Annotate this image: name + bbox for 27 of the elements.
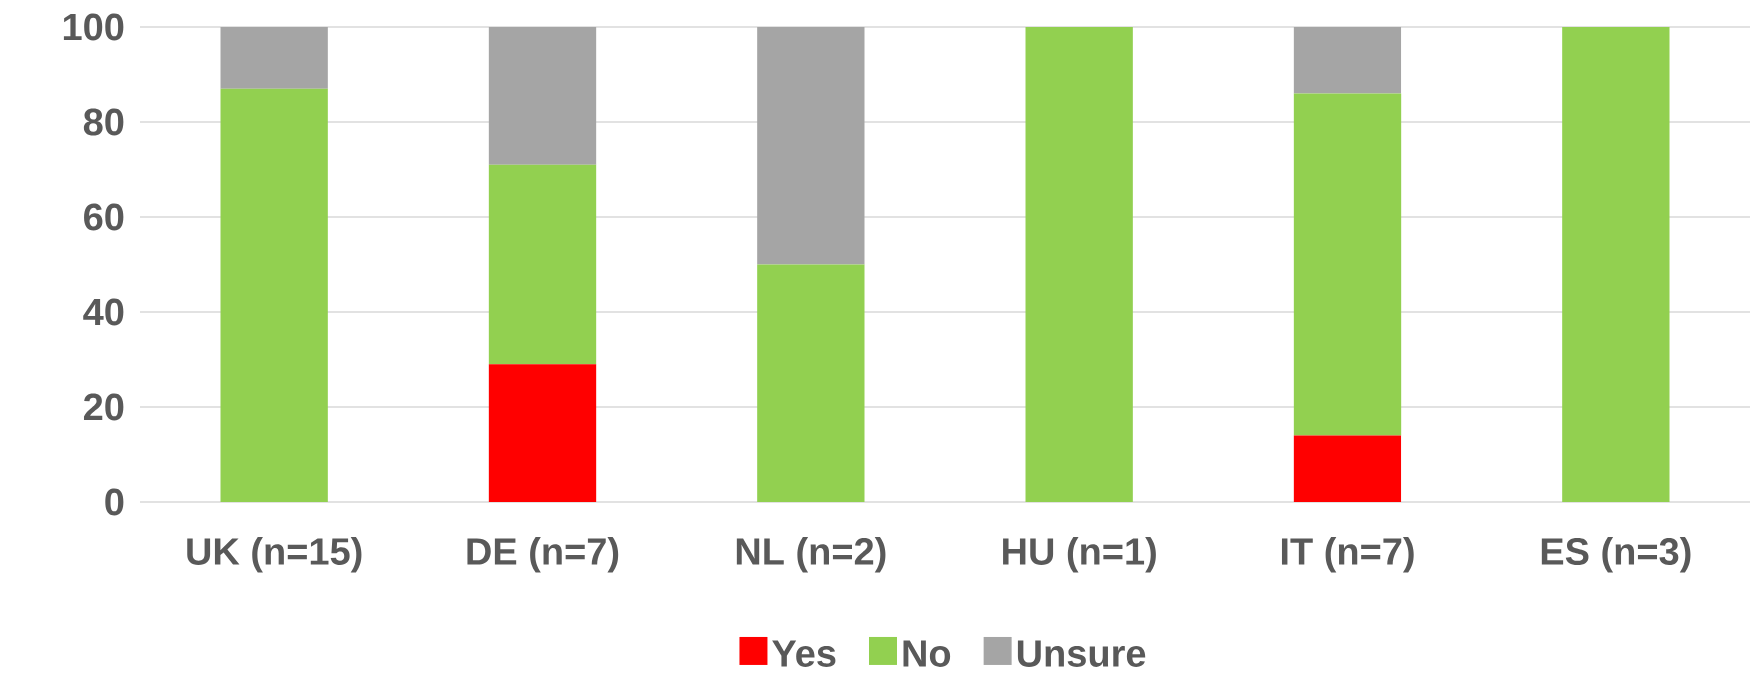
x-tick-label: IT (n=7) (1281, 537, 1414, 573)
bar (220, 26, 328, 89)
bar (1562, 26, 1670, 502)
x-tick-label: HU (n=1) (1003, 537, 1156, 573)
bar (1293, 435, 1402, 502)
bar (220, 88, 328, 502)
legend-label: Unsure (1017, 640, 1146, 667)
x-tick-label: DE (n=7) (467, 537, 619, 573)
bar (488, 164, 597, 365)
legend-label: No (903, 640, 951, 667)
y-tick-label: 60 (84, 203, 124, 231)
y-tick-label: 80 (83, 108, 124, 136)
x-tick-label: UK (n=15) (187, 537, 362, 573)
bar (757, 264, 865, 502)
y-tick-label: 40 (83, 298, 124, 326)
bar (488, 364, 597, 502)
bar (1025, 26, 1133, 502)
x-tick-label: ES (n=3) (1541, 537, 1691, 573)
bar (1293, 26, 1402, 94)
y-tick-label: 100 (63, 13, 124, 41)
y-tick-label: 0 (105, 488, 124, 516)
bar (1293, 93, 1402, 436)
legend-label: Yes (772, 640, 836, 667)
bar (488, 26, 597, 165)
y-tick-label: 20 (83, 393, 124, 421)
bar (757, 26, 865, 265)
x-tick-label: NL (n=2) (736, 537, 886, 573)
